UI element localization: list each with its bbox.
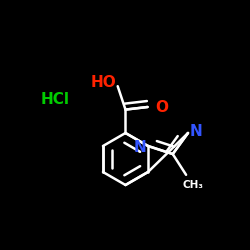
Text: O: O [156,100,168,114]
Text: HO: HO [91,75,117,90]
Text: N: N [134,140,146,156]
Text: HCl: HCl [40,92,70,108]
Text: CH₃: CH₃ [182,180,203,190]
Text: N: N [190,124,202,138]
